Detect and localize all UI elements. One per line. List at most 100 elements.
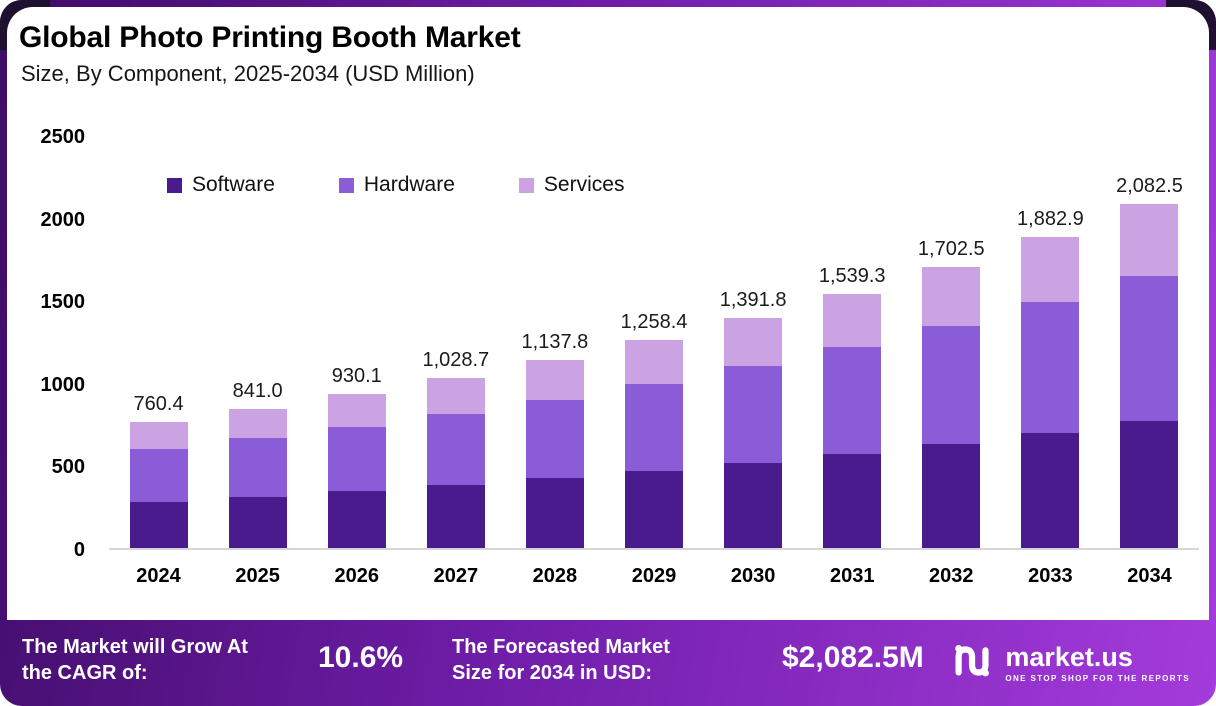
forecast-label: The Forecasted Market Size for 2034 in U… (452, 636, 670, 684)
bar-column-2029: 1,258.4 2029 (604, 137, 703, 587)
bar-segment-services (922, 266, 981, 326)
bar-column-2027: 1,028.7 2027 (406, 137, 505, 587)
legend-item-software: Software (167, 173, 275, 197)
bar-column-2025: 841.0 2025 (208, 137, 307, 587)
bar-segment-hardware (327, 426, 386, 492)
bar-total-label: 1,539.3 (818, 264, 886, 287)
y-tick-label: 500 (51, 456, 85, 479)
chart: 0 500 1000 1500 2000 2500 Software Hardware Ser… (25, 119, 1203, 589)
bars: 760.4 2024 841.0 2025 930.1 2026 1,028.7 2027 1,… (109, 137, 1199, 587)
x-axis-label: 2034 (1127, 565, 1172, 587)
legend-label: Services (543, 173, 625, 196)
x-axis-label: 2028 (532, 565, 578, 587)
cagr-label: The Market will Grow At the CAGR of: (22, 636, 248, 684)
legend-label: Hardware (363, 173, 455, 196)
legend: Software Hardware Services (167, 173, 624, 197)
bar-segment-software (823, 453, 882, 548)
y-tick-label: 2500 (40, 126, 86, 148)
x-axis-label: 2031 (829, 565, 875, 587)
bar-segment-services (426, 378, 485, 414)
bar-segment-services (625, 340, 684, 384)
y-tick-label: 0 (73, 539, 85, 561)
bar-segment-services (129, 422, 188, 449)
bar-column-2034: 2,082.5 2034 (1100, 137, 1199, 587)
bar-segment-hardware (724, 366, 783, 463)
bar-segment-hardware (823, 347, 882, 454)
page-subtitle: Size, By Component, 2025-2034 (USD Milli… (21, 61, 475, 86)
brand-tagline: ONE STOP SHOP FOR THE REPORTS (1005, 673, 1190, 683)
bar-column-2033: 1,882.9 2033 (1001, 137, 1100, 587)
bar-total-label: 760.4 (133, 393, 184, 416)
bar-column-2030: 1,391.8 2030 (704, 137, 803, 587)
legend-swatch (167, 177, 182, 193)
bar-segment-hardware (129, 448, 188, 502)
bar-segment-hardware (426, 413, 485, 486)
bar-column-2032: 1,702.5 2032 (902, 137, 1001, 587)
bar-segment-software (327, 491, 386, 548)
bar-segment-hardware (1021, 302, 1080, 433)
bar-total-label: 2,082.5 (1116, 174, 1183, 197)
bar-segment-hardware (625, 383, 684, 472)
bar-segment-hardware (922, 325, 981, 444)
bar-segment-software (129, 501, 188, 548)
bar-total-label: 841.0 (232, 380, 283, 403)
brand-group: market.us ONE STOP SHOP FOR THE REPORTS (950, 637, 1190, 688)
bar-segment-services (525, 360, 584, 400)
bar-total-label: 930.1 (331, 365, 382, 388)
page-title: Global Photo Printing Booth Market (19, 21, 521, 54)
bar-column-2028: 1,137.8 2028 (505, 137, 604, 587)
bar-total-label: 1,137.8 (521, 331, 589, 354)
bar-segment-hardware (228, 438, 287, 497)
bar-segment-software (525, 478, 584, 548)
bar-segment-software (228, 496, 287, 548)
x-axis-label: 2025 (235, 565, 280, 587)
bar-segment-software (1021, 432, 1080, 548)
bar-segment-software (625, 471, 684, 548)
bar-column-2026: 930.1 2026 (307, 137, 406, 587)
bar-column-2031: 1,539.3 2031 (803, 137, 902, 587)
x-axis-label: 2026 (334, 565, 379, 587)
bar-segment-services (823, 293, 882, 348)
footer-band: The Market will Grow At the CAGR of: 10.… (0, 620, 1216, 706)
plot-area: Software Hardware Services 760.4 2024 841.0 2… (109, 137, 1199, 587)
y-axis: 0 500 1000 1500 2000 2500 (25, 126, 95, 561)
bar-segment-software (1120, 420, 1179, 548)
x-axis-label: 2033 (1028, 565, 1073, 587)
chart-panel: Global Photo Printing Booth Market Size,… (7, 7, 1209, 620)
bar-total-label: 1,882.9 (1017, 207, 1084, 230)
bar-total-label: 1,028.7 (422, 349, 490, 372)
bar-total-label: 1,391.8 (719, 289, 787, 312)
bar-column-2024: 760.4 2024 (109, 137, 208, 587)
bar-segment-services (327, 394, 386, 427)
bar-segment-software (724, 462, 783, 548)
legend-label: Software (192, 173, 275, 196)
brand-name: market.us (1005, 641, 1133, 672)
bar-total-label: 1,702.5 (917, 237, 985, 260)
bar-segment-software (922, 443, 981, 548)
legend-item-hardware: Hardware (338, 173, 455, 197)
legend-item-services: Services (518, 173, 625, 197)
cagr-value: 10.6% (318, 641, 404, 674)
brand-text: market.us ONE STOP SHOP FOR THE REPORTS (1005, 643, 1190, 683)
legend-swatch (518, 177, 534, 193)
x-axis-label: 2029 (631, 565, 677, 587)
x-axis-label: 2024 (136, 565, 181, 587)
bar-segment-services (228, 409, 287, 439)
y-tick-label: 2000 (40, 208, 86, 231)
bar-segment-services (1120, 203, 1179, 277)
bar-segment-hardware (1120, 276, 1179, 421)
forecast-value: $2,082.5M (782, 641, 924, 674)
marketus-logo-icon (950, 637, 996, 688)
y-tick-label: 1500 (40, 291, 86, 314)
x-axis-label: 2032 (929, 565, 974, 587)
y-tick-label: 1000 (40, 373, 86, 396)
legend-swatch (338, 177, 354, 193)
bar-segment-services (1021, 236, 1080, 303)
bar-segment-software (426, 485, 485, 548)
bar-segment-services (724, 318, 783, 367)
bar-total-label: 1,258.4 (620, 311, 688, 334)
x-axis-label: 2027 (433, 565, 479, 587)
bar-segment-hardware (525, 399, 584, 479)
x-axis-label: 2030 (730, 565, 776, 587)
